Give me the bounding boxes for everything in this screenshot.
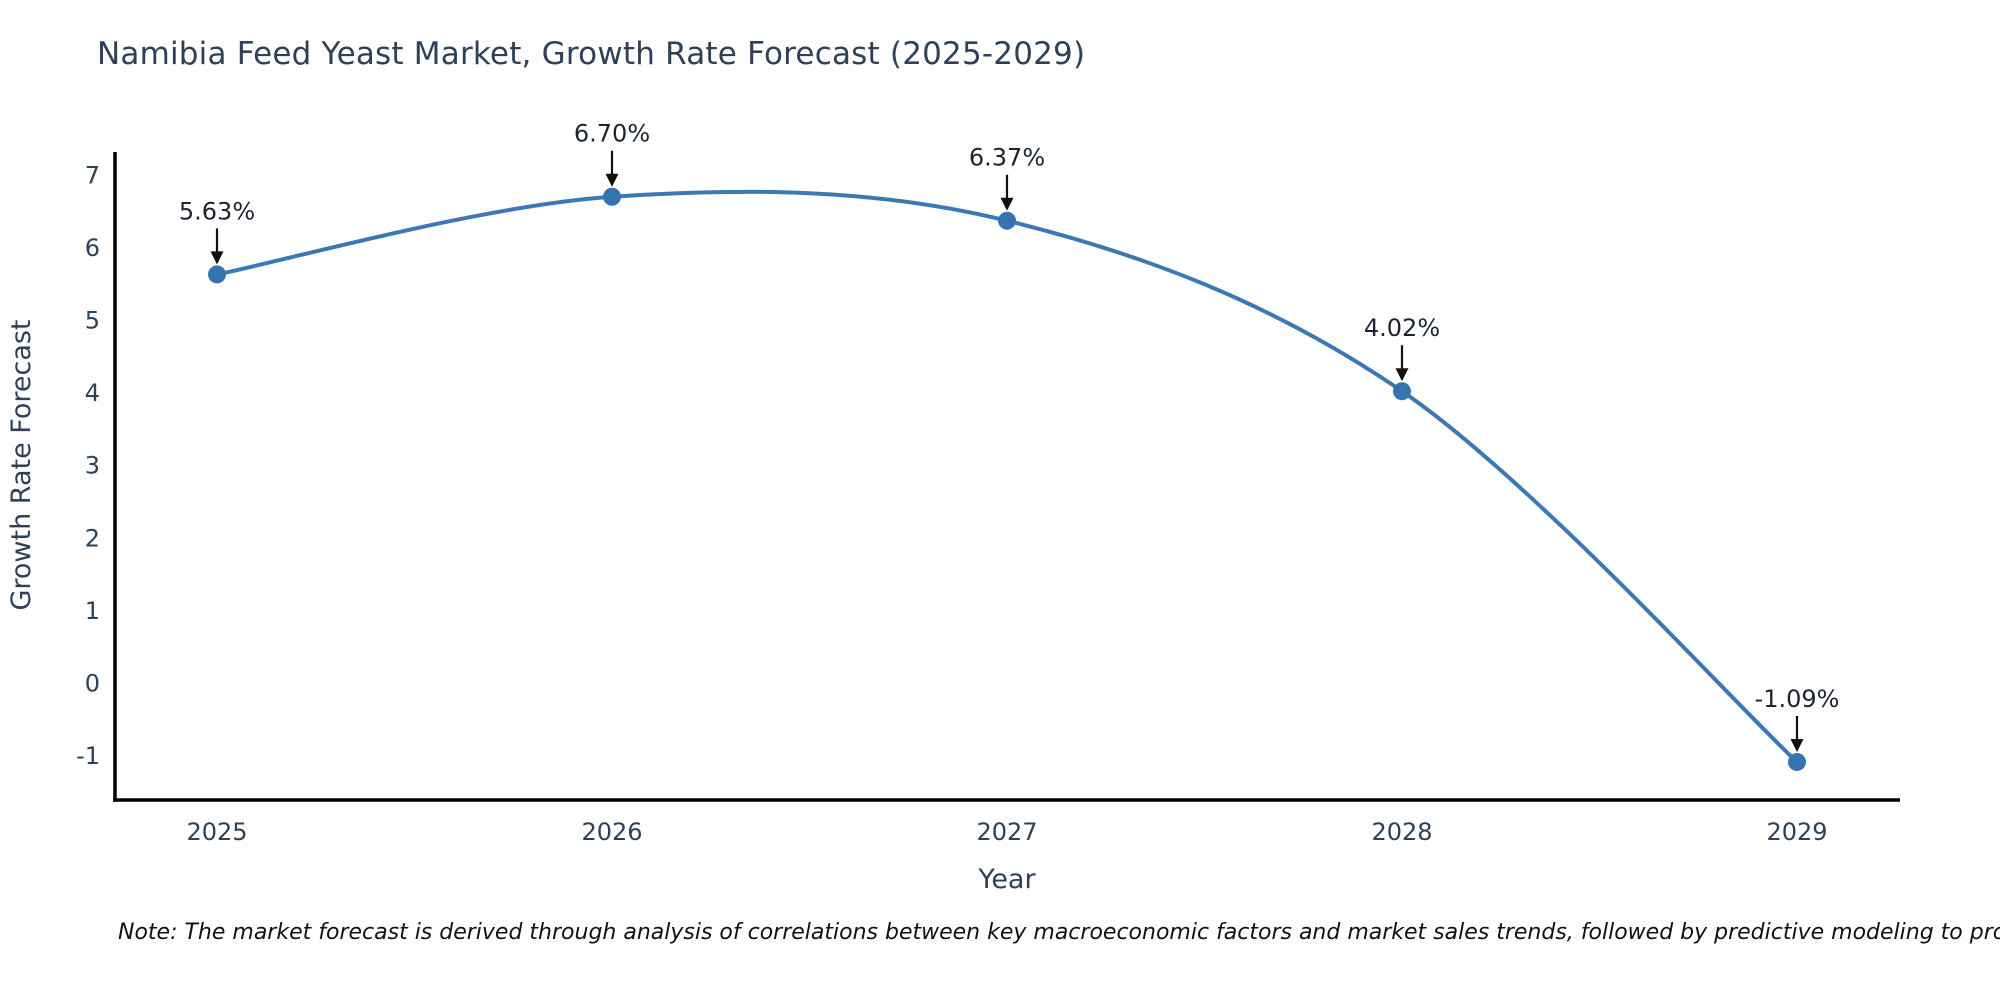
annotation-label: 6.37%: [969, 144, 1045, 172]
line-series: [208, 187, 1806, 771]
annotation-label: 5.63%: [179, 197, 255, 225]
annotation-label: -1.09%: [1755, 685, 1840, 713]
y-tick-label: 3: [85, 452, 100, 480]
data-point-marker[interactable]: [1788, 752, 1806, 771]
annotation-label: 4.02%: [1364, 314, 1440, 342]
data-point-marker[interactable]: [998, 211, 1016, 230]
axes: [113, 152, 1900, 802]
y-tick-label: 2: [85, 524, 100, 552]
tick-labels: 7 6 5 4 3 2 1 0 -1 2025 2026 2027 2028 2029: [76, 161, 1827, 846]
annotation-arrowhead-icon: [1395, 368, 1409, 382]
y-tick-label: 4: [85, 379, 100, 407]
data-point-marker[interactable]: [1393, 382, 1411, 401]
y-tick-label: 7: [85, 161, 100, 189]
annotation-arrowhead-icon: [1000, 197, 1014, 211]
y-tick-label: -1: [76, 742, 100, 770]
y-tick-label: 1: [85, 597, 100, 625]
y-tick-label: 0: [85, 669, 100, 697]
data-point-marker[interactable]: [603, 187, 621, 206]
x-tick-label: 2026: [581, 818, 642, 846]
x-tick-label: 2029: [1766, 818, 1827, 846]
annotation-arrowhead-icon: [1790, 738, 1804, 752]
annotation-arrowhead-icon: [605, 173, 619, 187]
data-point-marker[interactable]: [208, 265, 226, 284]
data-line: [215, 189, 1799, 764]
y-tick-label: 6: [85, 234, 100, 262]
footnote: Note: The market forecast is derived thr…: [118, 920, 2000, 945]
x-tick-label: 2025: [186, 818, 247, 846]
x-tick-label: 2028: [1371, 818, 1432, 846]
chart-title: Namibia Feed Yeast Market, Growth Rate F…: [97, 36, 1086, 72]
x-axis-label: Year: [977, 864, 1036, 895]
annotation-label: 6.70%: [574, 120, 650, 148]
x-tick-label: 2027: [976, 818, 1037, 846]
y-tick-label: 5: [85, 307, 100, 335]
y-axis-label: Growth Rate Forecast: [6, 319, 37, 610]
annotation-arrowhead-icon: [210, 251, 224, 265]
annotations: 5.63% 6.70% 6.37% 4.02% -1.09%: [179, 120, 1840, 752]
